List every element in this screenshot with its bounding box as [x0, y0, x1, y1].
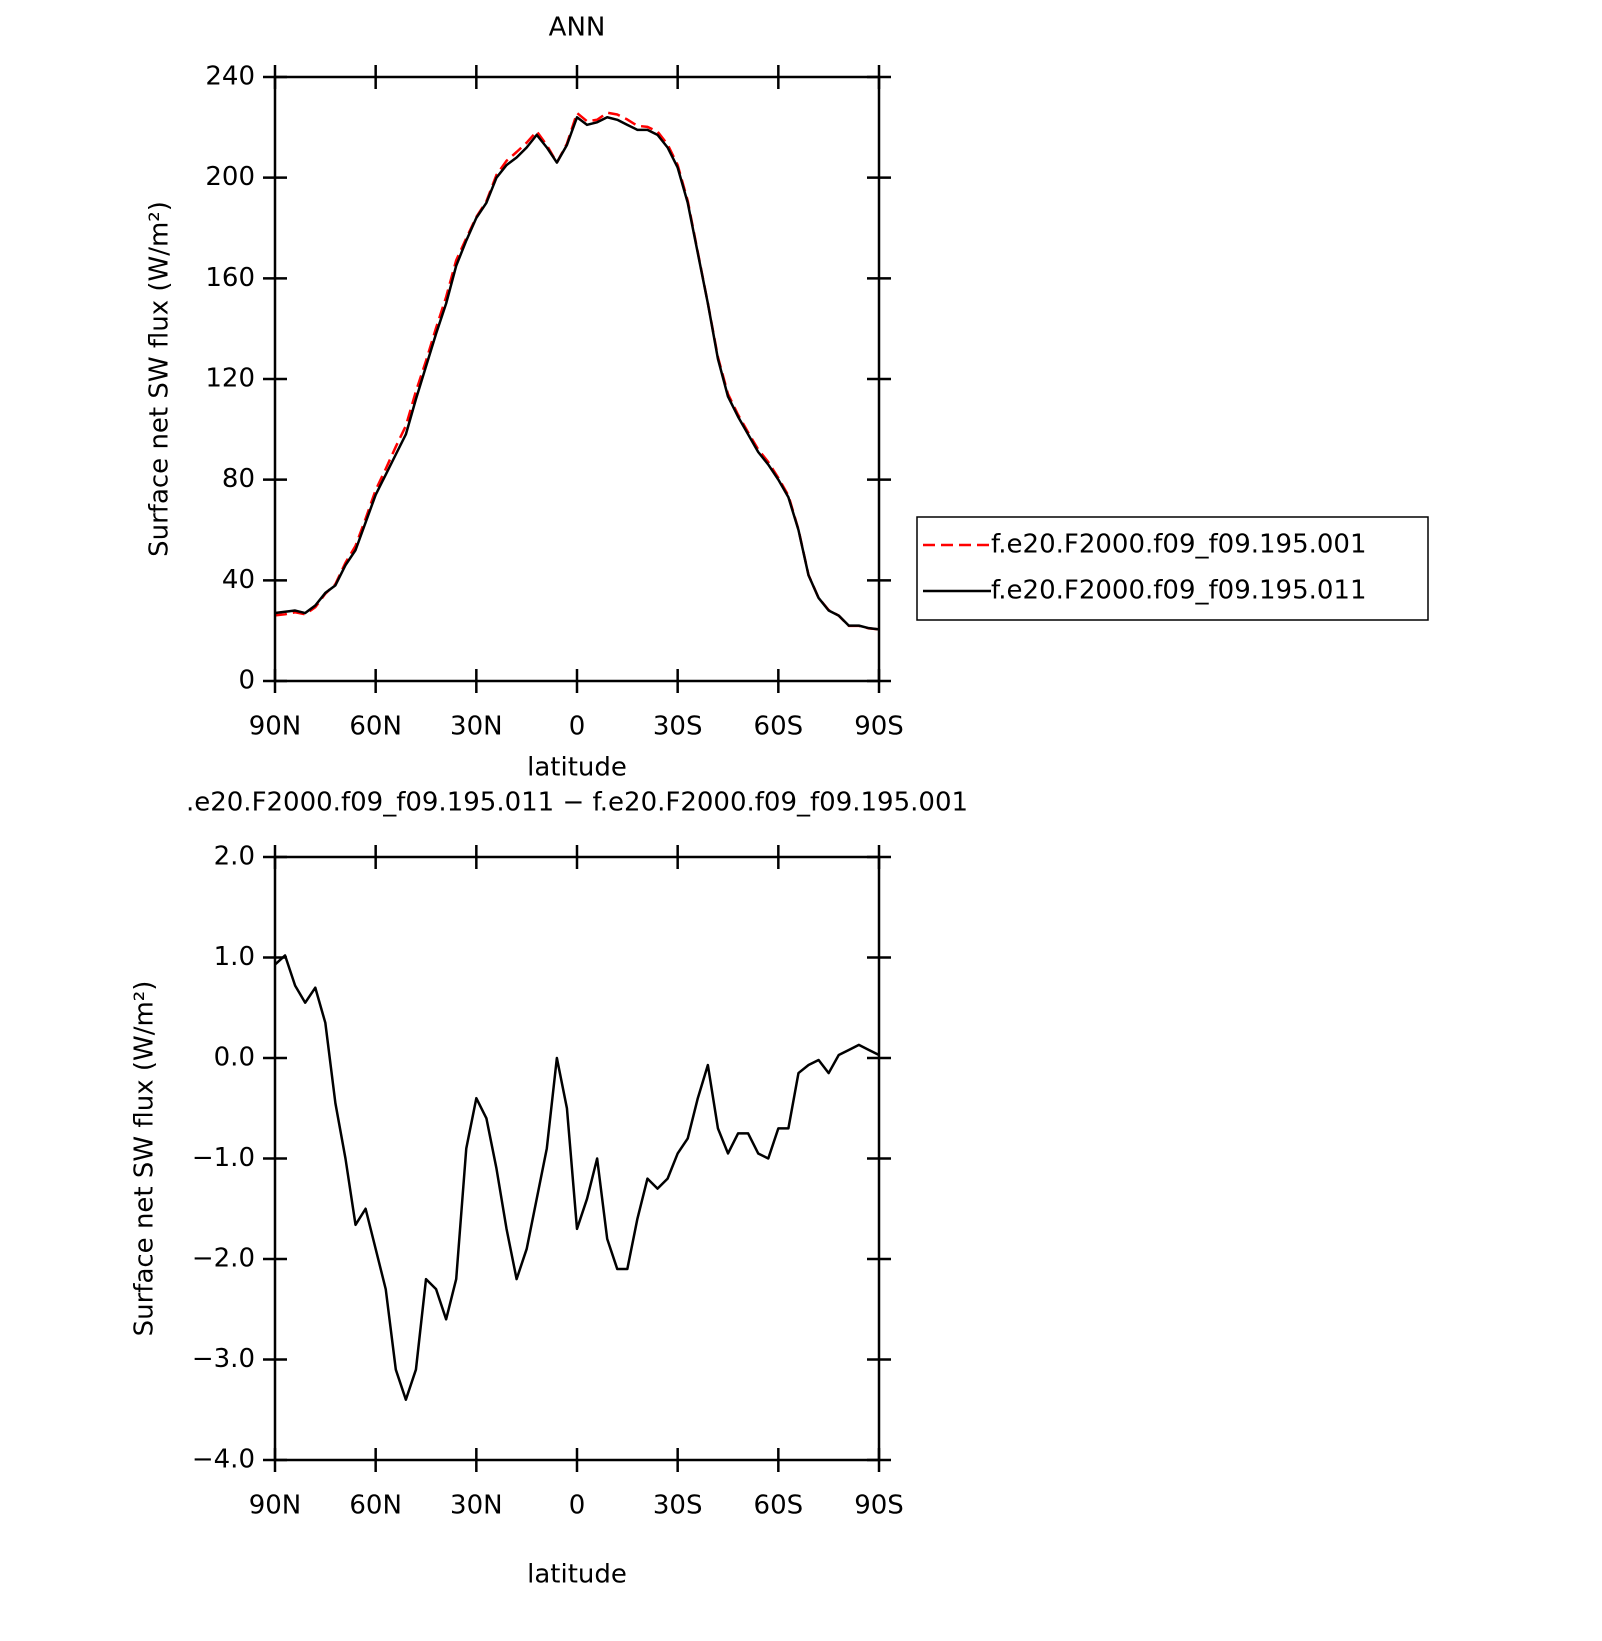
chart-title: ANN — [549, 13, 606, 43]
x-axis-title: latitude — [527, 753, 627, 783]
x-tick-label: 0 — [569, 712, 586, 742]
y-tick-label: 120 — [205, 364, 255, 394]
x-tick-label: 90N — [249, 712, 302, 742]
plot-frame — [273, 855, 881, 1462]
y-tick-label: 240 — [205, 62, 255, 92]
panel: .e20.F2000.f09_f09.195.011 − f.e20.F2000… — [130, 788, 969, 1590]
y-tick-label: 0 — [238, 666, 255, 696]
y-tick-label: 200 — [205, 162, 255, 192]
legend-label: f.e20.F2000.f09_f09.195.011 — [991, 576, 1367, 606]
series-line — [274, 954, 880, 1401]
y-tick-label: −2.0 — [192, 1244, 255, 1274]
x-tick-label: 60N — [349, 712, 402, 742]
y-tick-label: −4.0 — [192, 1445, 255, 1475]
y-tick-label: 1.0 — [214, 942, 255, 972]
x-tick-label: 0 — [569, 1491, 586, 1521]
y-axis-title: Surface net SW flux (W/m²) — [145, 201, 175, 557]
x-tick-label: 30N — [450, 712, 503, 742]
y-axis-title: Surface net SW flux (W/m²) — [130, 981, 160, 1337]
y-tick-label: 40 — [222, 565, 255, 595]
legend-label: f.e20.F2000.f09_f09.195.001 — [991, 530, 1367, 560]
y-tick-label: −1.0 — [192, 1143, 255, 1173]
x-tick-label: 90S — [854, 1491, 904, 1521]
x-tick-label: 60S — [754, 1491, 804, 1521]
y-tick-label: −3.0 — [192, 1344, 255, 1374]
y-tick-label: 80 — [222, 464, 255, 494]
x-axis-title: latitude — [527, 1560, 627, 1590]
panel: ANN latitude Surface net SW flux (W/m²) 0 40… — [145, 13, 1429, 783]
plot-frame — [273, 75, 881, 683]
y-tick-label: 0.0 — [214, 1043, 255, 1073]
x-tick-label: 60S — [754, 712, 804, 742]
y-tick-label: 160 — [205, 263, 255, 293]
x-tick-label: 90S — [854, 712, 904, 742]
x-tick-label: 60N — [349, 1491, 402, 1521]
x-tick-label: 30S — [653, 1491, 703, 1521]
x-tick-label: 30S — [653, 712, 703, 742]
legend-box — [916, 516, 1429, 621]
x-tick-label: 30N — [450, 1491, 503, 1521]
x-tick-label: 90N — [249, 1491, 302, 1521]
legend: f.e20.F2000.f09_f09.195.001 f.e20.F2000.f… — [916, 516, 1429, 621]
series-line — [274, 116, 880, 631]
chart-title: .e20.F2000.f09_f09.195.011 − f.e20.F2000… — [186, 788, 968, 818]
y-tick-label: 2.0 — [214, 842, 255, 872]
series-line — [274, 111, 880, 631]
